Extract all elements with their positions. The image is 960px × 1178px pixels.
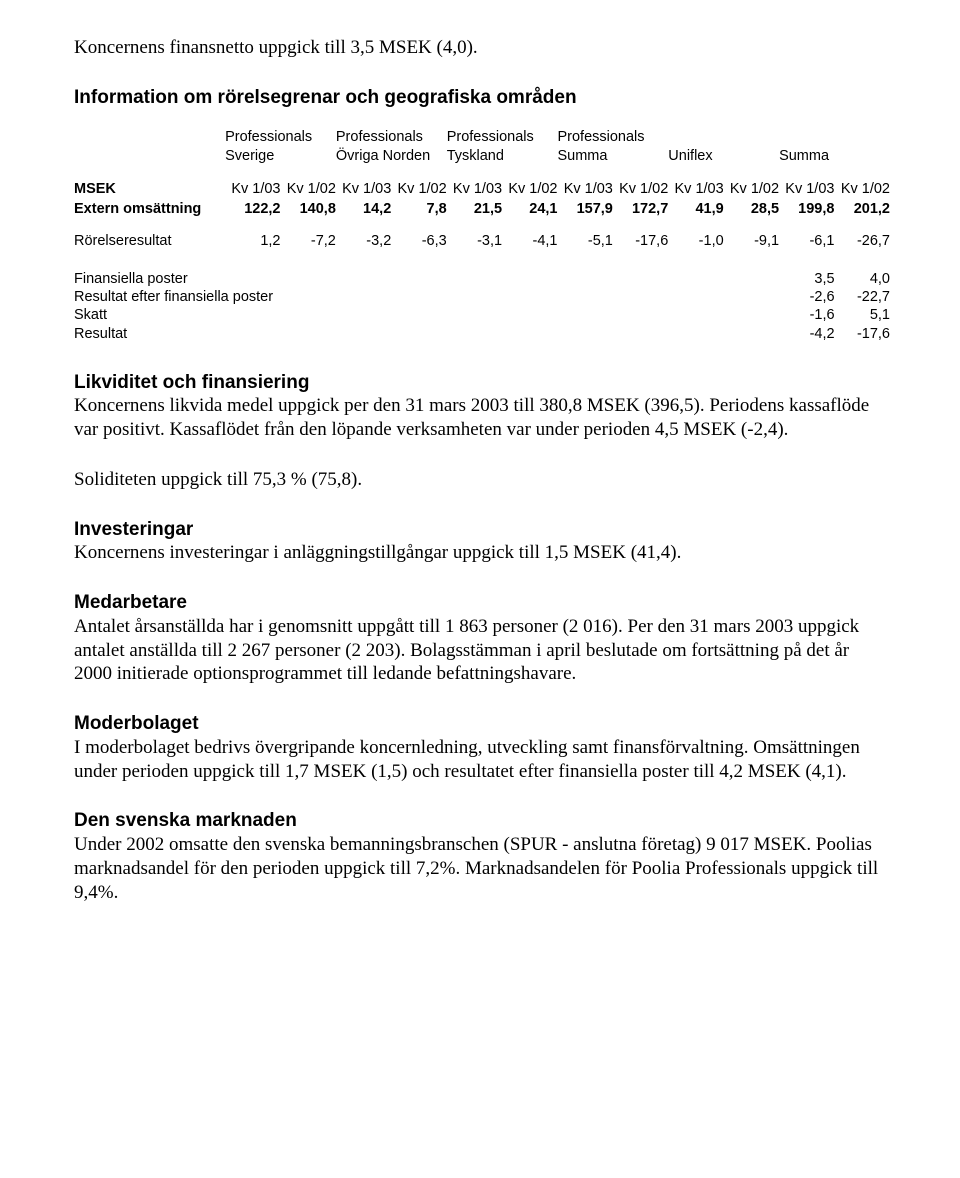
group-header-row-2: Sverige Övriga Norden Tyskland Summa Uni… [74,147,890,166]
kv-head-cell: Kv 1/02 [834,180,890,200]
row-cell: 157,9 [557,200,612,218]
kv-head-cell: Kv 1/03 [336,180,391,200]
group-head-cell [779,128,890,147]
group-head-cell: Uniflex [668,147,779,166]
table-row: Finansiella poster 3,5 4,0 [74,270,890,288]
group-head-cell: Summa [779,147,890,166]
row-cell: 122,2 [225,200,280,218]
medarbetare-section: Medarbetare Antalet årsanställda har i g… [74,591,890,686]
group-header-row-1: Professionals Professionals Professional… [74,128,890,147]
likviditet-title: Likviditet och finansiering [74,372,309,393]
kv-head-cell: Kv 1/02 [391,180,446,200]
row-cell: -1,0 [668,232,723,250]
row-cell: -2,6 [779,288,834,306]
soliditet-paragraph: Soliditeten uppgick till 75,3 % (75,8). [74,468,890,492]
kv-head-cell: Kv 1/03 [225,180,280,200]
group-head-cell: Övriga Norden [336,147,447,166]
segments-table: Professionals Professionals Professional… [74,128,890,265]
row-cell: 14,2 [336,200,391,218]
likviditet-section: Likviditet och finansiering Koncernens l… [74,371,890,442]
likviditet-body: Koncernens likvida medel uppgick per den… [74,395,869,440]
row-cell: 1,2 [225,232,280,250]
medarbetare-body: Antalet årsanställda har i genomsnitt up… [74,616,859,685]
row-cell: 21,5 [447,200,502,218]
medarbetare-title: Medarbetare [74,592,187,613]
kv-head-cell: Kv 1/03 [668,180,723,200]
row-cell: -17,6 [835,325,890,343]
row-cell: 24,1 [502,200,557,218]
row-label: Finansiella poster [74,270,779,288]
row-label: Resultat efter finansiella poster [74,288,779,306]
group-head-cell: Summa [557,147,668,166]
investeringar-section: Investeringar Koncernens investeringar i… [74,518,890,566]
row-cell: -26,7 [834,232,890,250]
row-cell: 28,5 [724,200,779,218]
kv-head-cell: Kv 1/03 [557,180,612,200]
svenska-title: Den svenska marknaden [74,810,297,831]
group-head-cell: Professionals [557,128,668,147]
kv-head-cell: Kv 1/03 [779,180,834,200]
row-cell: 140,8 [280,200,335,218]
row-label: Rörelseresultat [74,232,225,250]
moderbolaget-body: I moderbolaget bedrivs övergripande konc… [74,737,860,782]
group-head-cell: Professionals [336,128,447,147]
group-head-cell: Professionals [225,128,336,147]
row-label: Extern omsättning [74,200,225,218]
table-row: Resultat efter finansiella poster -2,6 -… [74,288,890,306]
kv-header-row: MSEK Kv 1/03 Kv 1/02 Kv 1/03 Kv 1/02 Kv … [74,180,890,200]
row-cell: -4,1 [502,232,557,250]
row-cell: -22,7 [835,288,890,306]
row-cell: -17,6 [613,232,668,250]
group-head-cell: Sverige [225,147,336,166]
investeringar-body: Koncernens investeringar i anläggningsti… [74,542,681,563]
fin-rows-table: Finansiella poster 3,5 4,0 Resultat efte… [74,270,890,343]
kv-head-cell: Kv 1/02 [724,180,779,200]
row-cell: 199,8 [779,200,834,218]
row-cell: -6,1 [779,232,834,250]
table-row: Resultat -4,2 -17,6 [74,325,890,343]
row-cell: 4,0 [835,270,890,288]
row-label: Resultat [74,325,779,343]
table-row: Rörelseresultat 1,2 -7,2 -3,2 -6,3 -3,1 … [74,232,890,250]
row-cell: -1,6 [779,306,834,324]
kv-head-cell: Kv 1/02 [502,180,557,200]
row-cell: -5,1 [557,232,612,250]
table-row: Extern omsättning 122,2 140,8 14,2 7,8 2… [74,200,890,218]
investeringar-title: Investeringar [74,519,193,540]
intro-paragraph: Koncernens finansnetto uppgick till 3,5 … [74,36,890,60]
kv-head-cell: Kv 1/02 [613,180,668,200]
msek-label: MSEK [74,180,225,200]
row-cell: -3,2 [336,232,391,250]
kv-head-cell: Kv 1/03 [447,180,502,200]
row-label: Skatt [74,306,779,324]
group-head-cell: Tyskland [447,147,558,166]
row-cell: -3,1 [447,232,502,250]
row-cell: -7,2 [280,232,335,250]
row-cell: -6,3 [391,232,446,250]
row-cell: -4,2 [779,325,834,343]
segments-heading: Information om rörelsegrenar och geograf… [74,86,890,110]
row-cell: -9,1 [724,232,779,250]
row-cell: 41,9 [668,200,723,218]
row-cell: 201,2 [834,200,890,218]
moderbolaget-title: Moderbolaget [74,713,199,734]
row-cell: 5,1 [835,306,890,324]
row-cell: 7,8 [391,200,446,218]
moderbolaget-section: Moderbolaget I moderbolaget bedrivs över… [74,712,890,783]
row-cell: 172,7 [613,200,668,218]
group-head-cell [668,128,779,147]
group-head-cell: Professionals [447,128,558,147]
table-row: Skatt -1,6 5,1 [74,306,890,324]
kv-head-cell: Kv 1/02 [280,180,335,200]
svenska-body: Under 2002 omsatte den svenska bemanning… [74,834,878,903]
row-cell: 3,5 [779,270,834,288]
svenska-section: Den svenska marknaden Under 2002 omsatte… [74,809,890,904]
